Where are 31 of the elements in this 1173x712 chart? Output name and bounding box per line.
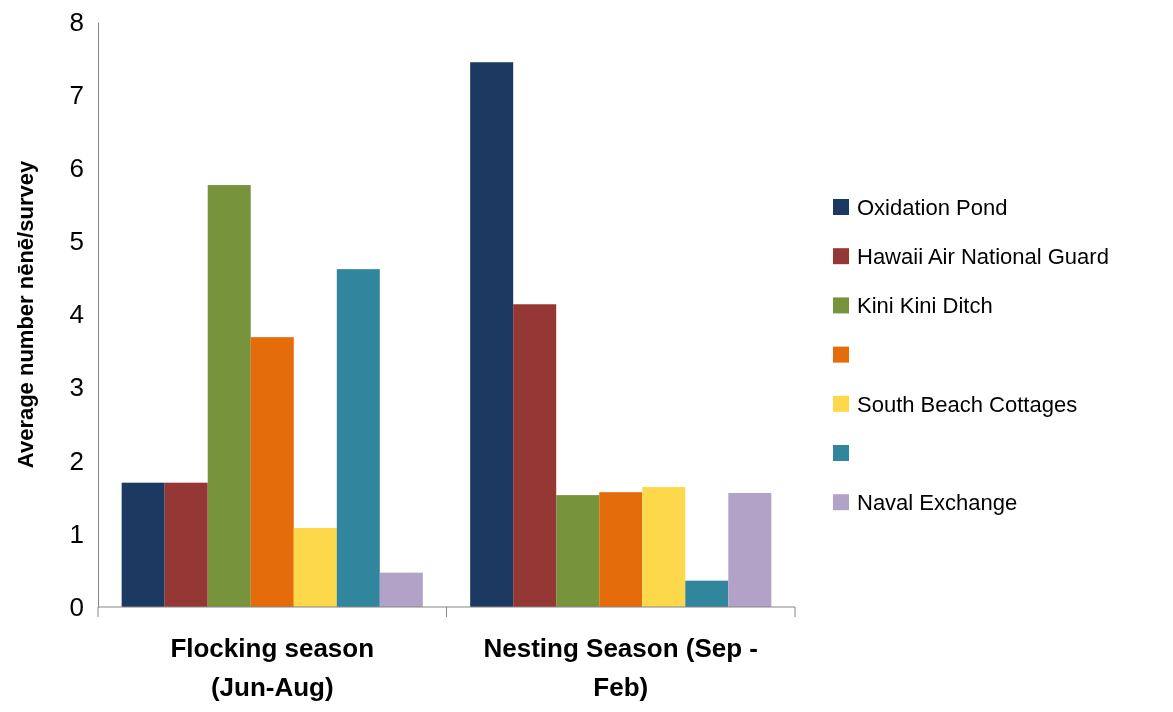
- legend-label: South Beach Cottages: [857, 391, 1078, 417]
- y-tick-label: 4: [69, 299, 84, 330]
- bar: [599, 492, 643, 607]
- bar: [121, 482, 165, 607]
- y-tick-label: 3: [69, 372, 84, 403]
- legend-label: Oxidation Pond: [857, 195, 1008, 220]
- bar: [470, 62, 514, 607]
- y-tick-label: 1: [69, 518, 84, 549]
- y-tick-label: 2: [69, 445, 84, 476]
- bar: [164, 482, 208, 607]
- y-tick-label: 7: [69, 79, 84, 110]
- y-tick-label: 0: [69, 591, 84, 622]
- y-tick-label: 6: [69, 153, 84, 184]
- bar: [250, 337, 294, 607]
- y-tick-label: 8: [69, 6, 84, 37]
- bar: [728, 492, 772, 607]
- bar: [379, 572, 423, 607]
- x-tick-label: Nesting Season (Sep - Feb): [483, 633, 758, 702]
- bar: [513, 304, 557, 607]
- x-tick-label: Flocking season (Jun-Aug): [170, 633, 375, 702]
- legend-label: Kini Kini Ditch: [857, 293, 993, 319]
- bar: [685, 580, 729, 607]
- y-tick-label: 5: [69, 226, 84, 257]
- bar: [293, 528, 337, 607]
- legend-label: Naval Exchange: [857, 490, 1018, 516]
- bar: [336, 269, 380, 607]
- legend-label: Hawaii Air National Guard: [857, 244, 1109, 270]
- bar: [207, 185, 251, 607]
- bar: [556, 495, 600, 607]
- bar: [642, 487, 686, 607]
- y-axis-title: Average number nēnē/survey: [13, 160, 38, 469]
